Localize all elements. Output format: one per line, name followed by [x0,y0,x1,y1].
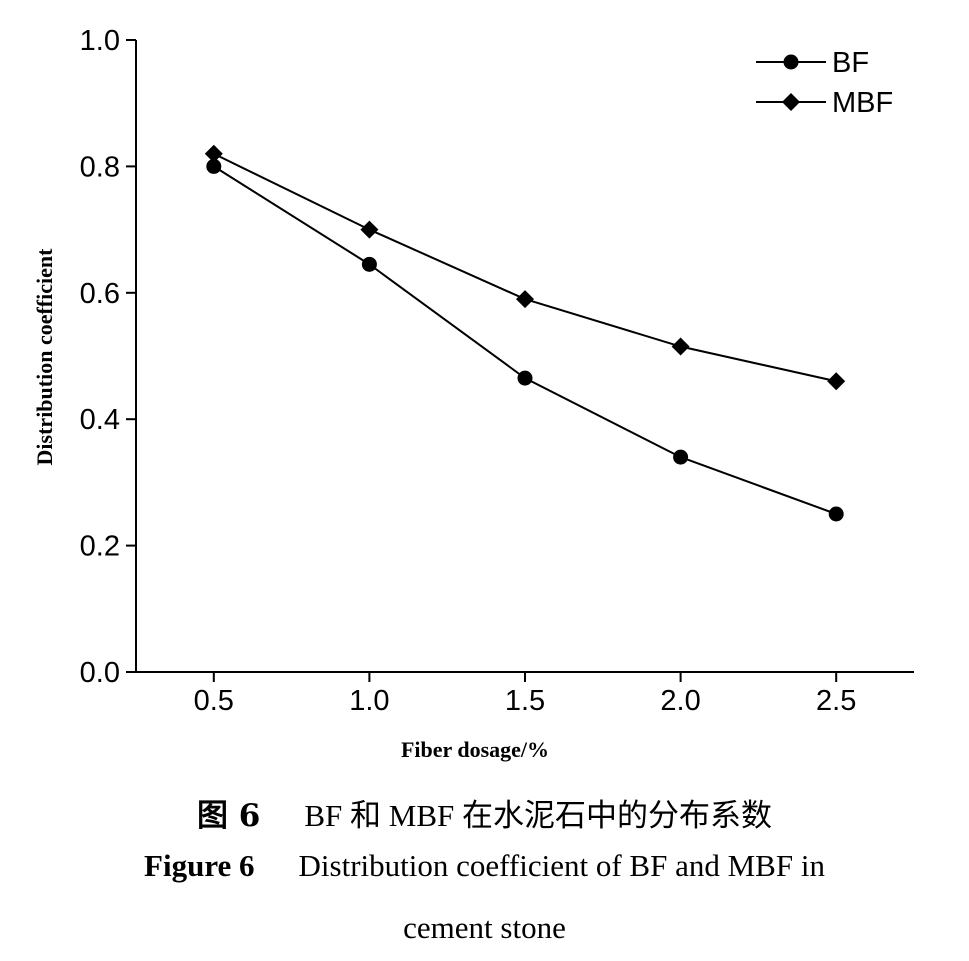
y-tick-label: 0.8 [80,151,120,183]
y-tick-label: 0.6 [80,278,120,310]
y-tick-label: 0.4 [80,404,120,436]
chart-series-layer [204,144,846,522]
data-point-mbf [204,144,223,163]
x-tick-label: 1.5 [505,685,545,717]
data-point-bf [361,256,377,272]
data-point-mbf [671,337,690,356]
x-tick-label: 2.0 [660,685,700,717]
legend-label-mbf: MBF [832,87,893,119]
data-point-mbf [516,290,534,309]
caption-english-line2: cement stone [403,910,566,945]
legend-marker-mbf [782,93,800,111]
data-point-bf [517,370,533,386]
caption-chinese-label: 图 6 [196,798,261,834]
x-axis-title: Fiber dosage/% [401,737,549,762]
x-tick-label: 2.5 [816,685,856,717]
legend-marker-bf [783,54,799,70]
data-point-bf [673,449,689,465]
caption-chinese-text: BF 和 MBF 在水泥石中的分布系数 [304,798,773,833]
y-axis-title: Distribution coefficient [32,248,57,466]
line-chart: 0.00.20.40.60.81.00.5 1.0 1.5 2.0 2.5 BFMBF … [32,25,914,762]
caption-chinese: 图 6 BF 和 MBF 在水泥石中的分布系数 [0,790,969,835]
data-point-bf [828,506,844,522]
data-point-mbf [360,220,379,239]
chart-axes: 0.0 0.2 0.4 0.6 0.8 1.0 0.5 1.0 1.5 2.0 2.5 [80,25,914,717]
caption-english: Figure 6 Distribution coefficient of BF a… [0,848,969,884]
y-tick-label: 0.2 [80,531,120,563]
series-line-bf [213,165,837,515]
caption-english-label: Figure 6 [144,848,255,883]
series-bf [206,158,844,522]
data-point-bf [206,158,222,174]
x-tick-label: 0.5 [194,685,234,717]
chart-legend: BF MBF [756,47,893,119]
y-tick-label: 1.0 [80,25,120,57]
series-line-mbf [213,152,837,383]
data-point-mbf [827,372,846,391]
y-tick-label: 0.0 [80,657,120,689]
series-mbf [204,144,846,391]
legend-label-bf: BF [832,47,869,79]
caption-english-text: Distribution coefficient of BF and MBF i… [298,848,825,883]
x-tick-label: 1.0 [349,685,389,717]
